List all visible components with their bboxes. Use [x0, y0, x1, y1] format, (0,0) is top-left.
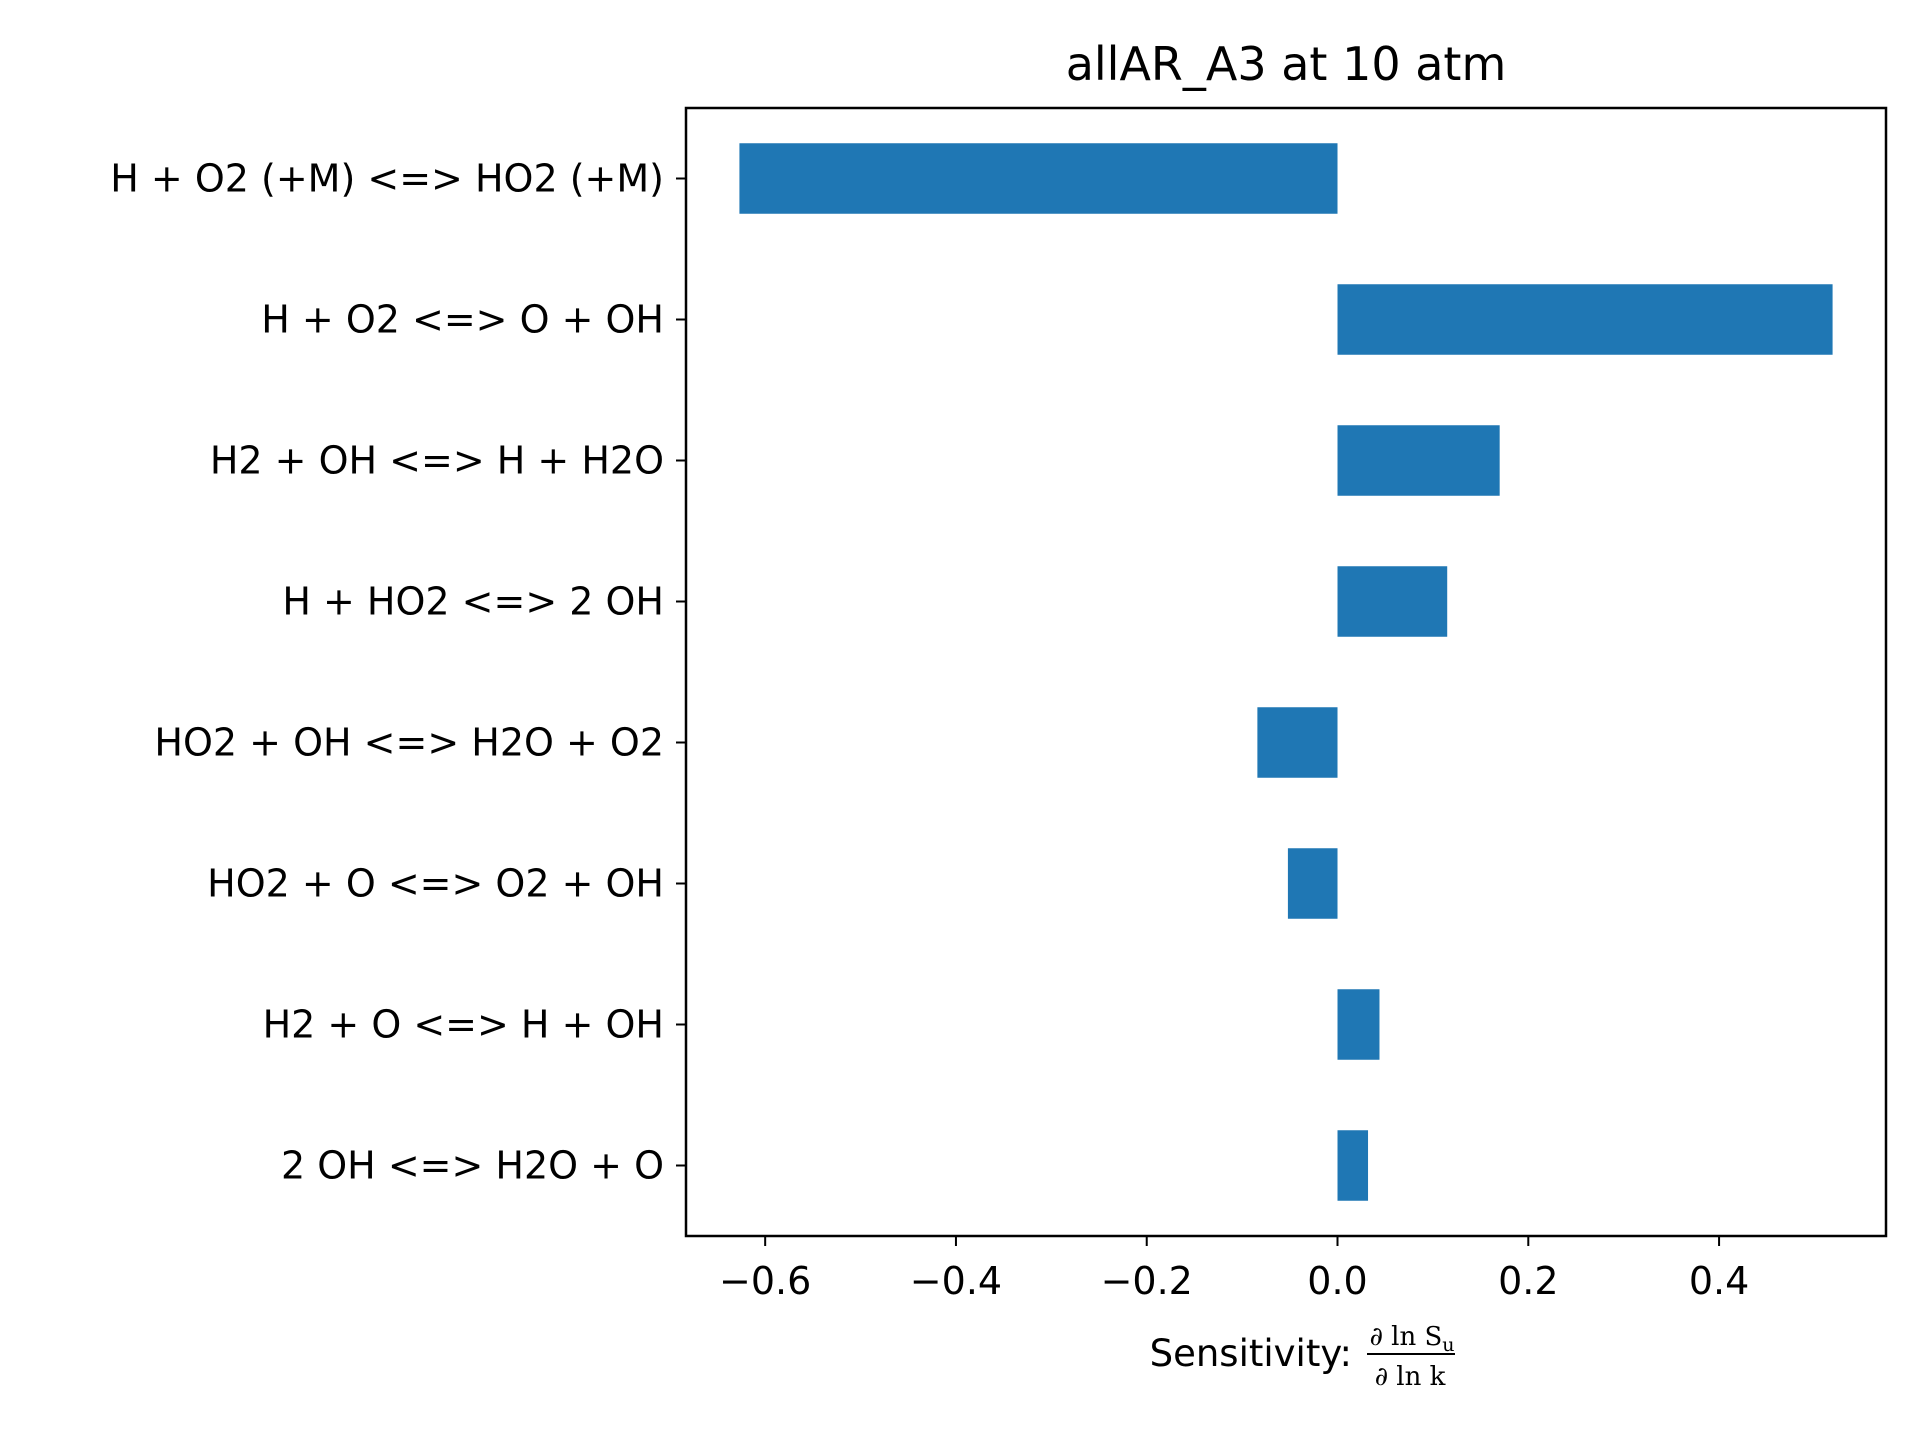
fraction-denominator: ∂ ln k	[1375, 1362, 1446, 1392]
x-tick-label: −0.6	[719, 1259, 811, 1303]
bar	[739, 143, 1338, 214]
plot-frame	[684, 106, 1888, 1238]
bar	[1257, 707, 1338, 778]
y-tick-label: H + O2 (+M) <=> HO2 (+M)	[110, 157, 664, 201]
x-axis-label: Sensitivity: ∂ ln Su ∂ ln k	[1150, 1322, 1455, 1392]
bar	[1337, 989, 1380, 1060]
y-tick-label: 2 OH <=> H2O + O	[281, 1144, 664, 1188]
x-tick-label: −0.4	[910, 1259, 1002, 1303]
bar	[1337, 566, 1448, 637]
x-axis-label-text: Sensitivity:	[1150, 1332, 1352, 1375]
bar	[1287, 848, 1338, 919]
x-tick-label: −0.2	[1101, 1259, 1193, 1303]
y-tick-label: H2 + O <=> H + OH	[263, 1003, 664, 1047]
chart-title: allAR_A3 at 10 atm	[1066, 37, 1507, 91]
y-tick-label: HO2 + OH <=> H2O + O2	[154, 721, 664, 765]
y-tick-label: H2 + OH <=> H + H2O	[210, 439, 664, 483]
bar	[1337, 284, 1833, 355]
bar	[1337, 1130, 1369, 1201]
x-tick-label: 0.0	[1307, 1259, 1367, 1303]
y-tick-label: H + O2 <=> O + OH	[261, 298, 664, 342]
bar	[1337, 425, 1500, 496]
x-tick-label: 0.2	[1498, 1259, 1558, 1303]
x-tick-label: 0.4	[1689, 1259, 1749, 1303]
x-axis-label-fraction: ∂ ln Su ∂ ln k	[1367, 1322, 1455, 1392]
plot-area: H + O2 (+M) <=> HO2 (+M) H + O2 <=> O + O…	[110, 106, 1888, 1303]
fraction-numerator: ∂ ln Su	[1369, 1322, 1454, 1356]
y-tick-label: HO2 + O <=> O2 + OH	[207, 862, 664, 906]
y-tick-label: H + HO2 <=> 2 OH	[282, 580, 664, 624]
